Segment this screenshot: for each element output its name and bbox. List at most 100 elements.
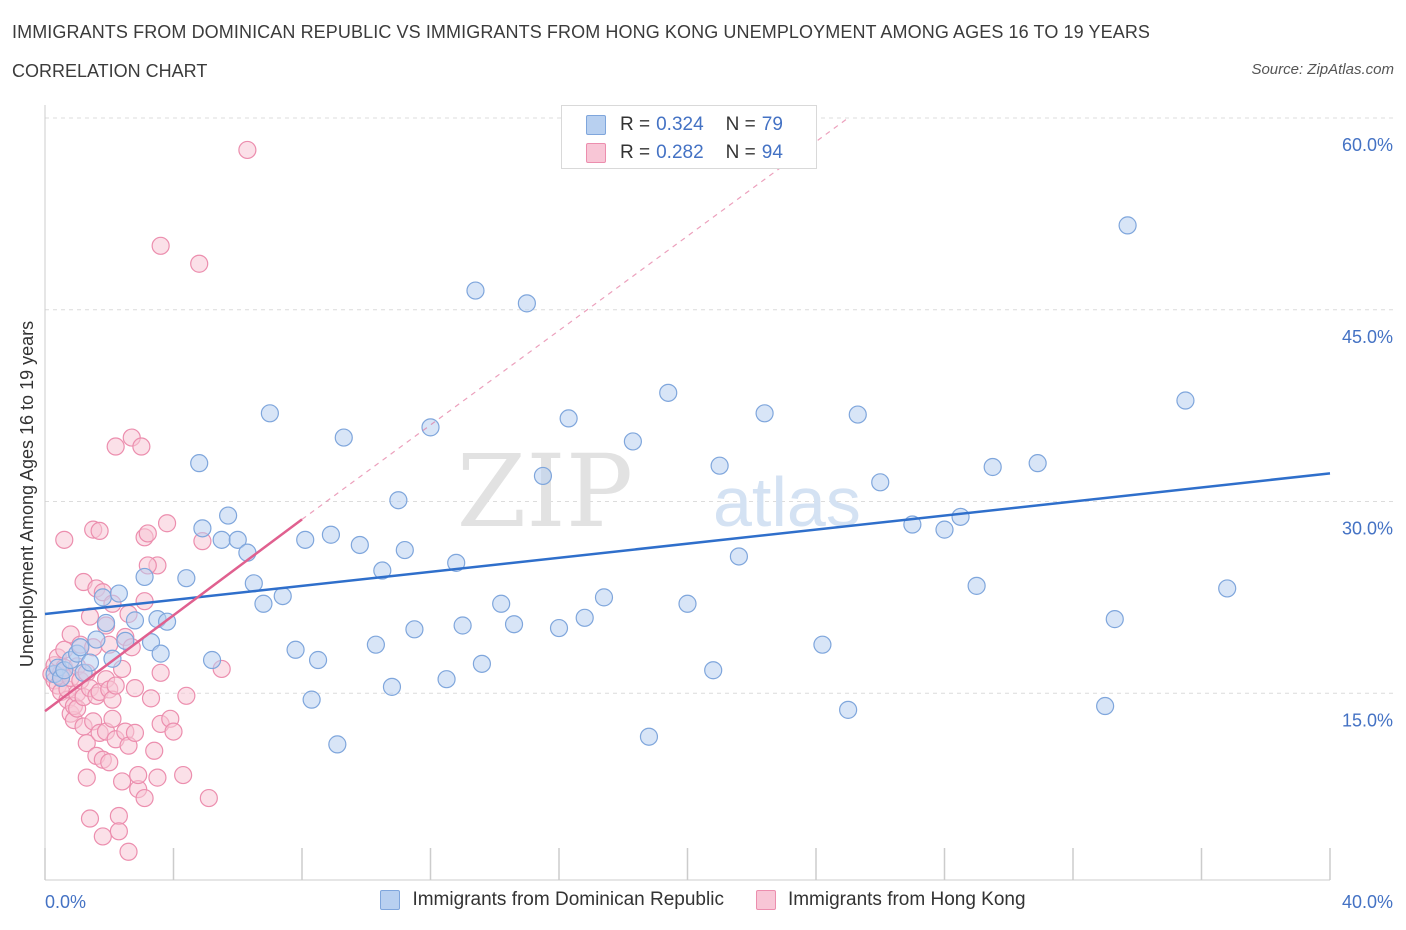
point-dominican-republic [93,588,112,607]
point-dominican-republic [190,454,209,473]
point-hong-kong [80,809,100,828]
point-dominican-republic [366,635,385,654]
point-dominican-republic [1105,610,1124,629]
point-hong-kong [112,772,132,791]
point-hong-kong [199,788,218,808]
point-dominican-republic [87,630,106,649]
y-tick-label: 60.0% [1342,135,1393,155]
point-dominican-republic [871,473,890,492]
point-dominican-republic [382,677,402,696]
point-dominican-republic [1028,454,1047,473]
point-dominican-republic [559,409,578,428]
point-dominican-republic [517,294,536,313]
x-tick-label: 40.0% [1342,892,1393,912]
point-dominican-republic [453,616,472,635]
point-dominican-republic [575,608,594,627]
dominican-republic-points [45,216,1237,754]
point-hong-kong [145,741,164,760]
point-hong-kong [93,827,112,846]
point-dominican-republic [302,690,321,709]
point-dominican-republic [151,644,170,663]
legend-label-dominican-republic: Immigrants from Dominican Republic [412,889,724,910]
legend-label-hong-kong: Immigrants from Hong Kong [787,889,1026,910]
legend-row-hong-kong: R = 0.282 N = 94 [586,141,783,165]
legend-swatch-pink [586,143,606,163]
point-dominican-republic [125,611,145,630]
point-dominican-republic [594,588,614,607]
point-dominican-republic [109,584,128,603]
point-dominican-republic [389,491,408,510]
point-dominican-republic [321,525,341,544]
point-dominican-republic [273,586,292,606]
series-legend: Immigrants from Dominican Republic Immig… [0,889,1406,911]
watermark-atlas: atlas [713,463,861,541]
point-dominican-republic [405,620,424,639]
point-dominican-republic [504,615,524,634]
point-dominican-republic [135,567,154,587]
point-hong-kong [238,140,257,160]
point-hong-kong [190,254,209,273]
point-dominican-republic [659,383,678,402]
point-hong-kong [100,753,119,772]
point-dominican-republic [228,530,247,549]
point-dominican-republic [71,638,90,657]
y-axis-label: Unemployment Among Ages 16 to 19 years [17,321,37,667]
point-dominican-republic [639,727,659,746]
point-dominican-republic [1176,391,1195,410]
point-dominican-republic [704,661,723,680]
legend-n-label: N = [725,114,756,135]
legend-n-label: N = [725,142,756,163]
point-hong-kong [129,765,148,785]
point-dominican-republic [935,520,954,539]
point-dominican-republic [328,735,347,754]
point-hong-kong [151,236,170,255]
point-dominican-republic [755,404,774,423]
point-dominican-republic [350,535,369,555]
point-hong-kong [138,524,157,543]
point-hong-kong [151,663,170,682]
x-tick-label: 0.0% [45,892,86,912]
point-hong-kong [157,514,177,533]
point-hong-kong [148,768,167,787]
point-hong-kong [109,822,128,841]
point-dominican-republic [447,553,466,572]
point-dominican-republic [296,530,315,549]
point-dominican-republic [967,576,986,595]
legend-item-hong-kong[interactable]: Immigrants from Hong Kong [755,889,1026,911]
point-dominican-republic [437,670,456,689]
watermark-zip: ZIP [457,433,633,550]
point-dominican-republic [678,594,697,613]
point-hong-kong [164,722,183,741]
trendline-hong-kong [44,518,303,713]
point-hong-kong [106,437,125,456]
point-hong-kong [177,686,196,705]
point-dominican-republic [472,654,491,673]
point-hong-kong [135,788,154,808]
point-dominican-republic [254,594,273,613]
point-dominican-republic [116,631,135,650]
legend-r-label: R = [620,142,651,163]
legend-r-label: R = [620,114,651,135]
legend-n-value: 79 [761,114,783,135]
point-hong-kong [174,765,193,785]
point-dominican-republic [1218,579,1237,598]
chart-subtitle: CORRELATION CHART [12,61,208,81]
point-dominican-republic [395,540,414,560]
point-hong-kong [141,689,161,708]
axes [44,105,1331,881]
legend-n-value: 94 [761,142,783,163]
legend-r-value: 0.324 [656,114,704,135]
point-hong-kong [125,679,145,698]
point-dominican-republic [193,519,212,538]
point-dominican-republic [466,281,485,300]
legend-item-dominican-republic[interactable]: Immigrants from Dominican Republic [380,889,724,911]
point-dominican-republic [373,561,392,580]
chart-title: IMMIGRANTS FROM DOMINICAN REPUBLIC VS IM… [12,22,1151,42]
y-tick-label: 45.0% [1342,327,1393,347]
point-hong-kong [55,530,74,549]
point-dominican-republic [212,530,231,549]
legend-swatch-blue [380,890,401,910]
point-dominican-republic [308,650,328,670]
point-hong-kong [109,806,128,826]
point-dominican-republic [839,700,858,719]
